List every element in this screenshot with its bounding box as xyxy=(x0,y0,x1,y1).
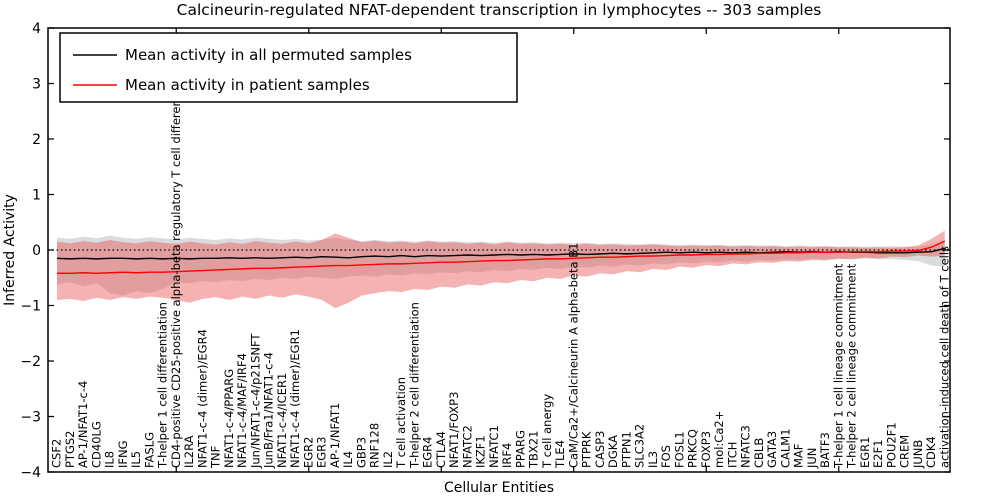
x-category-label: E2F1 xyxy=(871,439,885,468)
x-category-label: PPARG xyxy=(513,430,527,468)
x-axis-title: Cellular Entities xyxy=(444,480,554,496)
y-tick-label: −1 xyxy=(20,299,41,315)
x-category-label: EGR2 xyxy=(301,437,315,469)
legend-box xyxy=(59,32,518,103)
x-category-label: SLC3A2 xyxy=(633,424,647,468)
y-axis-title: Inferred Activity xyxy=(2,194,18,306)
x-category-label: NFAT1-c-4/PPARG xyxy=(222,369,236,468)
y-tick-label: 2 xyxy=(32,132,41,148)
x-category-label: CSF2 xyxy=(50,439,64,468)
x-category-label: AP-1/NFAT1 xyxy=(328,403,342,468)
x-category-label: IL3 xyxy=(646,451,660,468)
x-category-label: IL5 xyxy=(129,451,143,468)
x-category-label: CDK4 xyxy=(924,436,938,468)
legend: Mean activity in all permuted samples Me… xyxy=(59,32,518,103)
y-tick-label: −3 xyxy=(20,410,41,426)
x-category-label: IKZF1 xyxy=(474,435,488,468)
x-category-label: TBX21 xyxy=(527,431,541,469)
x-category-label: NFATC1 xyxy=(487,425,501,468)
x-category-label: CaM/Ca2+/Calcineurin A alpha-beta B1 xyxy=(566,243,580,468)
x-category-label: FOSL1 xyxy=(672,431,686,468)
x-category-label: DGKA xyxy=(606,435,620,468)
x-category-label: IL4 xyxy=(341,451,355,468)
y-tick-label: −2 xyxy=(20,354,41,370)
x-category-label: PTPN1 xyxy=(619,431,633,468)
x-category-labels-layer: CSF2 PTGS2 AP-1/NFAT1-c-4 CD40LG IL8 IFNG IL5 F… xyxy=(50,62,952,469)
x-category-label: CD4-positive CD25-positive alpha-beta re… xyxy=(169,62,183,468)
x-category-label: IRF4 xyxy=(500,443,514,468)
x-category-label: JUN xyxy=(805,448,819,469)
y-tick-label: 4 xyxy=(32,21,41,37)
y-tick-label: 3 xyxy=(32,77,41,93)
x-category-label: FOS xyxy=(659,445,673,468)
x-category-label: CASP3 xyxy=(593,431,607,468)
x-category-label: RNF128 xyxy=(368,423,382,468)
y-tick-label: 1 xyxy=(32,188,41,204)
x-category-label: FOXP3 xyxy=(699,431,713,468)
x-category-label: AP-1/NFAT1-c-4 xyxy=(76,381,90,468)
x-category-label: JUNB xyxy=(911,440,925,469)
x-category-label: CD40LG xyxy=(89,421,103,468)
x-category-label: TLE4 xyxy=(553,440,567,469)
x-category-label: CREM xyxy=(898,435,912,468)
x-category-label: Jun/NFAT1-c-4/p21SNFT xyxy=(248,333,262,469)
x-category-label: NFATC2 xyxy=(460,425,474,468)
x-category-label: PTGS2 xyxy=(63,431,77,469)
x-category-label: PRKCQ xyxy=(686,429,700,468)
x-category-label: T-helper 1 cell differentiation xyxy=(156,302,170,469)
x-category-label: POU2F1 xyxy=(884,422,898,468)
y-tick-label: 0 xyxy=(32,243,41,259)
x-category-label: CTLA4 xyxy=(434,431,448,468)
bands-layer xyxy=(57,230,945,309)
x-category-label: MAF xyxy=(792,444,806,468)
mean-lines-layer xyxy=(56,240,946,275)
y-tick-label: −4 xyxy=(20,465,41,481)
x-category-label: NFAT1-c-4/ICER1 xyxy=(275,373,289,468)
ticks-layer xyxy=(48,27,950,473)
x-category-label: NFAT1/FOXP3 xyxy=(447,392,461,468)
x-category-label: T-helper 2 cell lineage commitment xyxy=(845,263,859,469)
x-category-label: IL8 xyxy=(103,451,117,468)
chart-title: Calcineurin-regulated NFAT-dependent tra… xyxy=(177,1,822,19)
x-category-label: mol:Ca2+ xyxy=(712,411,726,468)
x-category-label: GBP3 xyxy=(354,437,368,468)
x-category-label: CBLB xyxy=(752,438,766,468)
x-category-label: TNF xyxy=(209,446,223,469)
x-category-label: T cell activation xyxy=(394,377,408,469)
x-category-label: T-helper 1 cell lineage commitment xyxy=(831,263,845,469)
x-category-label: ITCH xyxy=(725,442,739,468)
x-category-label: EGR1 xyxy=(858,437,872,469)
x-category-label: T-helper 2 cell differentiation xyxy=(407,302,421,469)
x-category-label: PTPRK xyxy=(580,431,594,468)
x-category-label: activation-induced cell death of T cells xyxy=(937,246,951,468)
x-category-label: EGR4 xyxy=(421,437,435,469)
band-permuted-range xyxy=(57,235,945,296)
x-category-label: NFATC3 xyxy=(739,425,753,468)
x-category-label: NFAT1-c-4/MAF/IRF4 xyxy=(235,353,249,468)
x-category-label: BATF3 xyxy=(818,432,832,468)
x-category-label: T cell anergy xyxy=(540,394,554,469)
x-category-label: FASLG xyxy=(142,432,156,468)
x-category-label: EGR3 xyxy=(315,437,329,469)
x-category-label: JunB/Fra1/NFAT1-c-4 xyxy=(262,352,276,469)
mean-line-patient xyxy=(57,240,946,275)
x-category-label: IFNG xyxy=(116,440,130,468)
x-category-label: NFAT1-c-4 (dimer)/EGR1 xyxy=(288,329,302,468)
legend-label-patient-samples: Mean activity in patient samples xyxy=(125,76,370,94)
y-tick-labels-layer: 4 3 2 1 0 −1 −2 −3 −4 xyxy=(20,21,41,481)
legend-label-permuted-samples: Mean activity in all permuted samples xyxy=(125,46,412,64)
x-category-label: GATA3 xyxy=(765,431,779,468)
x-category-label: IL2 xyxy=(381,451,395,468)
x-category-label: CALM1 xyxy=(778,428,792,468)
x-category-label: IL2RA xyxy=(182,435,196,468)
x-category-label: NFAT1-c-4 (dimer)/EGR4 xyxy=(195,329,209,468)
band-patient-range xyxy=(57,230,945,309)
